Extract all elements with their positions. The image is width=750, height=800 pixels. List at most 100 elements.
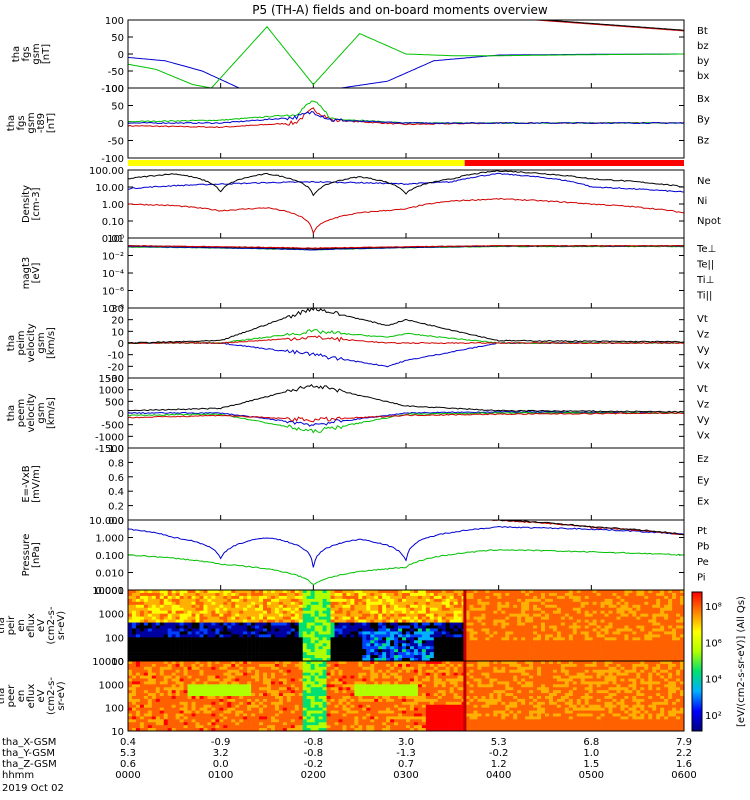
- spec-cell: [318, 725, 323, 729]
- spec-cell: [139, 690, 145, 694]
- spec-cell: [139, 661, 145, 665]
- spec-cell: [596, 625, 601, 629]
- spec-cell: [326, 725, 331, 729]
- spec-cell: [513, 622, 518, 626]
- spec-cell: [433, 590, 439, 594]
- spec-cell: [489, 610, 494, 614]
- spec-cell: [243, 698, 248, 703]
- spec-cell: [128, 604, 133, 609]
- spec-cell: [135, 622, 141, 626]
- spec-cell: [640, 646, 645, 650]
- spec-cell: [286, 619, 292, 623]
- spec-cell: [386, 625, 391, 629]
- spec-cell: [163, 713, 169, 717]
- spec-cell: [163, 722, 169, 726]
- spec-cell: [294, 698, 300, 703]
- spec-cell: [473, 598, 478, 603]
- spec-cell: [477, 643, 482, 647]
- spec-cell: [326, 698, 331, 703]
- spec-cell: [664, 590, 669, 594]
- spec-cell: [437, 595, 443, 600]
- spec-cell: [207, 666, 212, 671]
- spec-cell: [263, 728, 268, 732]
- spec-cell: [433, 640, 439, 644]
- spec-cell: [147, 710, 153, 714]
- spec-cell: [398, 598, 403, 603]
- spec-cell: [263, 616, 268, 620]
- spec-cell: [131, 707, 137, 711]
- spec-cell: [270, 672, 276, 676]
- spec-cell: [286, 646, 292, 650]
- spec-cell: [298, 681, 304, 685]
- spec-cell: [469, 628, 474, 632]
- spec-cell: [346, 658, 351, 662]
- spec-cell: [533, 640, 538, 644]
- spec-cell: [175, 696, 180, 700]
- spec-cell: [672, 646, 677, 650]
- spec-cell: [239, 725, 244, 729]
- spec-cell: [274, 610, 280, 614]
- spec-cell: [259, 704, 264, 708]
- spec-cell: [151, 607, 157, 612]
- spec-cell: [211, 610, 216, 614]
- spec-cell: [378, 613, 383, 617]
- spec-cell: [223, 698, 228, 703]
- spec-cell: [342, 590, 347, 594]
- spec-cell: [346, 649, 351, 653]
- spec-cell: [346, 598, 351, 603]
- spec-cell: [175, 631, 180, 635]
- spec-cell: [211, 592, 216, 597]
- spec-cell: [604, 634, 609, 638]
- spec-cell: [517, 652, 522, 656]
- spec-cell: [302, 713, 308, 717]
- spec-cell: [263, 640, 268, 644]
- y-tick-label: 0: [118, 119, 124, 130]
- spec-cell: [429, 607, 435, 612]
- spec-cell: [135, 713, 141, 717]
- spec-cell: [310, 619, 315, 623]
- spec-cell: [235, 681, 240, 685]
- spec-cell: [219, 663, 224, 668]
- spec-cell: [318, 716, 323, 720]
- spec-cell: [322, 684, 327, 688]
- spec-cell: [517, 598, 522, 603]
- spec-cell: [572, 595, 578, 600]
- spec-cell: [223, 658, 228, 662]
- spec-cell: [259, 710, 264, 714]
- spec-cell: [143, 693, 149, 697]
- spec-cell: [306, 622, 311, 626]
- spec-cell: [135, 652, 141, 656]
- spec-cell: [191, 652, 196, 656]
- spec-cell: [278, 643, 284, 647]
- spec-cell: [596, 655, 601, 659]
- spec-cell: [509, 610, 514, 614]
- spec-cell: [247, 684, 252, 688]
- spec-cell: [668, 649, 673, 653]
- spec-cell: [421, 646, 427, 650]
- spec-cell: [318, 592, 323, 597]
- spec-cell: [151, 634, 157, 638]
- spec-cell: [139, 598, 145, 603]
- spec-cell: [167, 631, 172, 635]
- spec-cell: [644, 652, 649, 656]
- spec-cell: [429, 601, 435, 606]
- spec-cell: [402, 640, 407, 644]
- spec-cell: [270, 622, 276, 626]
- spec-cell: [155, 655, 161, 659]
- spec-cell: [270, 601, 276, 606]
- spec-cell: [584, 625, 589, 629]
- spec-cell: [183, 693, 188, 697]
- spec-cell: [171, 722, 176, 726]
- spec-cell: [672, 613, 677, 617]
- spec-cell: [644, 595, 649, 600]
- spec-cell: [322, 710, 327, 714]
- spec-cell: [330, 622, 335, 626]
- spec-cell: [243, 722, 248, 726]
- spec-cell: [263, 590, 268, 594]
- spec-cell: [338, 590, 343, 594]
- spec-cell: [227, 710, 232, 714]
- spec-cell: [445, 601, 450, 606]
- spec-cell: [263, 678, 268, 682]
- spec-cell: [235, 622, 240, 626]
- spec-cell: [477, 634, 482, 638]
